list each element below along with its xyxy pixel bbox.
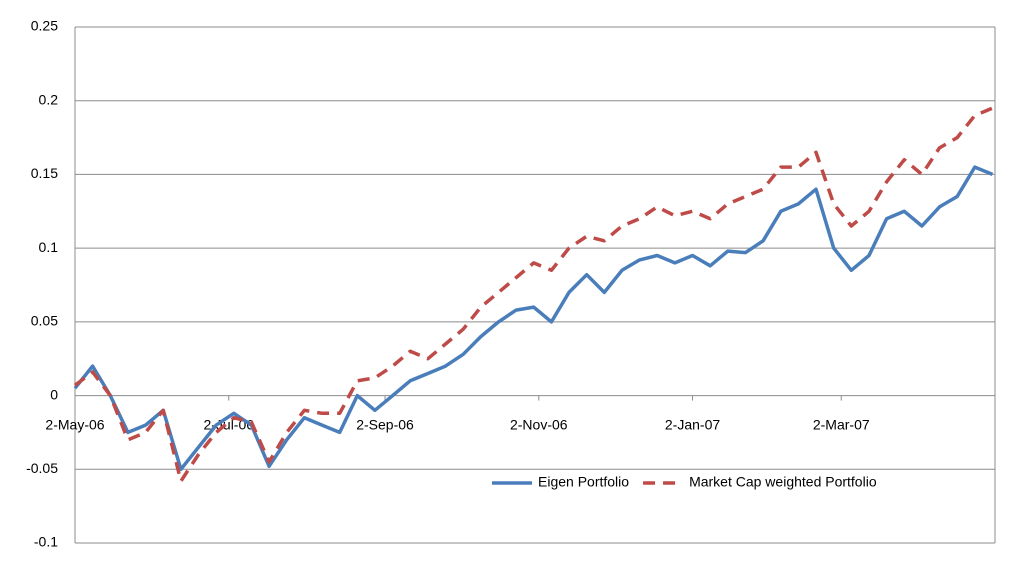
x-tick-label: 2-Sep-06: [356, 416, 414, 432]
x-tick-label: 2-Jan-07: [665, 416, 720, 432]
series-line: [73, 165, 994, 472]
y-tick-label: 0.2: [39, 91, 59, 107]
series-line: [73, 106, 994, 483]
x-tick-label: 2-Mar-07: [813, 416, 870, 432]
y-tick-label: 0.25: [31, 18, 58, 34]
y-tick-label: -0.1: [34, 534, 58, 550]
x-tick-label: 2-May-06: [45, 416, 104, 432]
y-tick-label: -0.05: [26, 460, 58, 476]
legend-label: Market Cap weighted Portfolio: [689, 474, 877, 490]
y-tick-label: 0.15: [31, 165, 58, 181]
y-tick-label: 0: [50, 386, 58, 402]
legend-label: Eigen Portfolio: [538, 474, 629, 490]
y-tick-label: 0.1: [39, 239, 59, 255]
y-tick-label: 0.05: [31, 313, 58, 329]
x-tick-label: 2-Nov-06: [510, 416, 568, 432]
